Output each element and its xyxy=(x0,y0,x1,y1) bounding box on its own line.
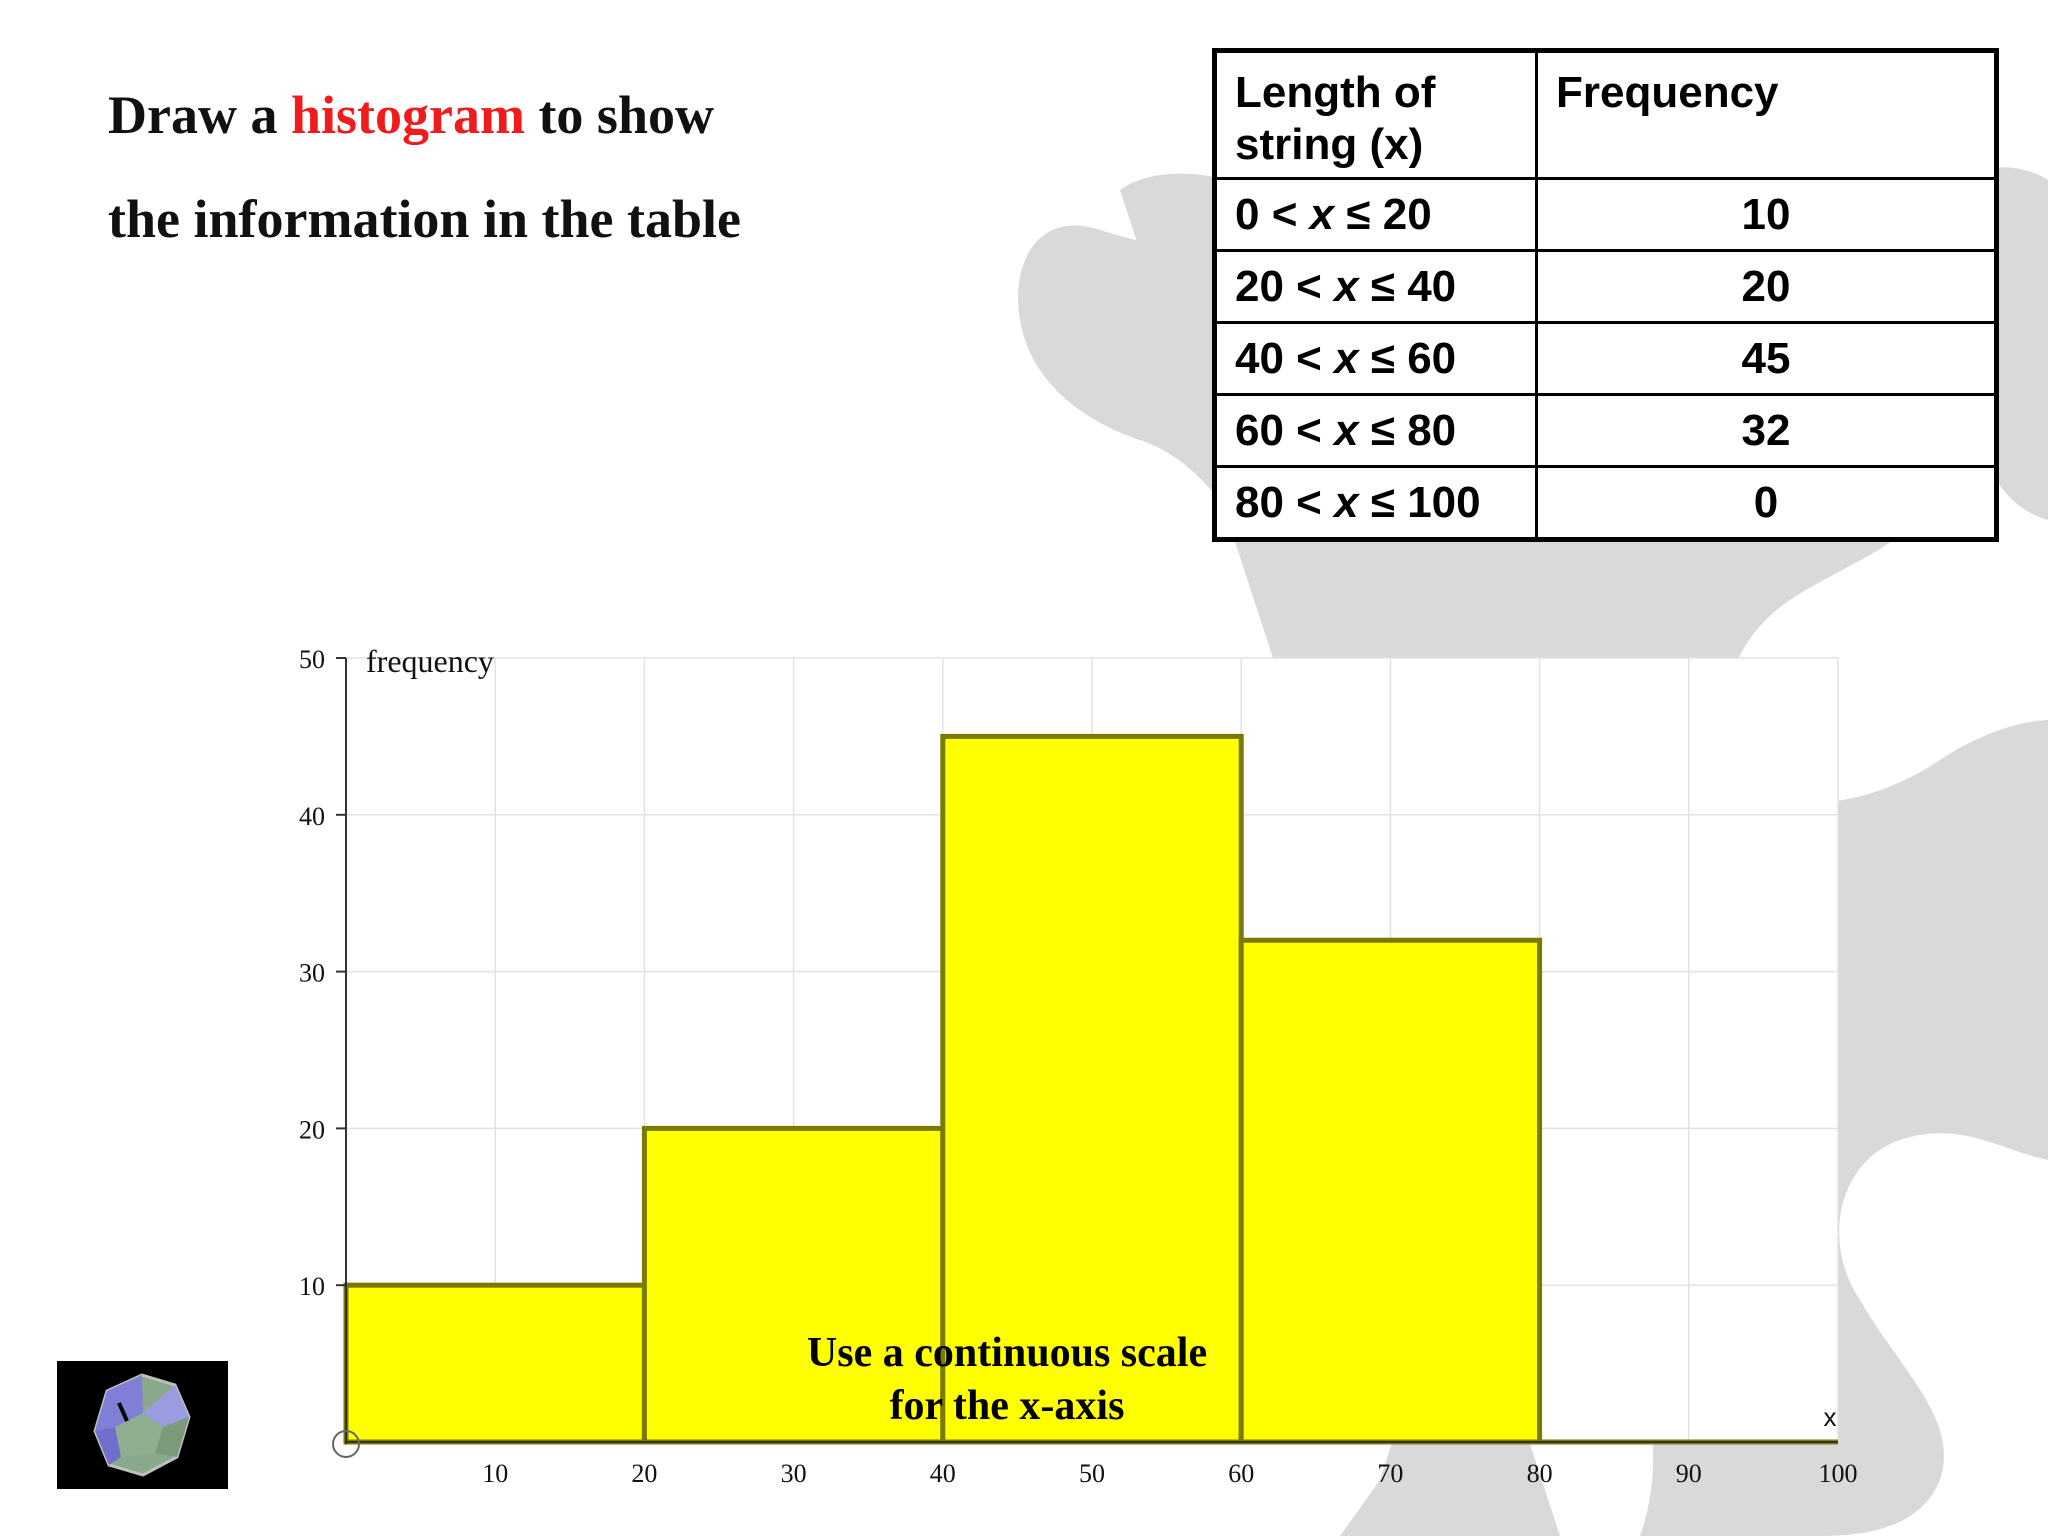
range-cell: 60 < x ≤ 80 xyxy=(1213,393,1538,468)
table-row: 40 < x ≤ 60 45 xyxy=(1213,321,1998,396)
range-cell: 40 < x ≤ 60 xyxy=(1213,321,1538,396)
y-tick-label: 30 xyxy=(299,959,325,988)
x-tick-label: 10 xyxy=(482,1459,508,1488)
chart-annotation: Use a continuous scale for the x-axis xyxy=(807,1330,1207,1429)
histogram-bar xyxy=(1238,937,1543,1445)
y-tick-label: 20 xyxy=(299,1115,325,1144)
y-tick-label: 40 xyxy=(299,802,325,831)
frequency-cell: 32 xyxy=(1535,393,1998,468)
table-row: 80 < x ≤ 100 0 xyxy=(1213,465,1998,541)
table-header-frequency: Frequency xyxy=(1535,49,1998,180)
instruction-line-1: Draw a histogram to show xyxy=(108,84,714,146)
frequency-cell: 45 xyxy=(1535,321,1998,396)
x-tick-label: 80 xyxy=(1527,1459,1553,1488)
x-tick-label: 60 xyxy=(1228,1459,1254,1488)
frequency-cell: 0 xyxy=(1535,465,1998,541)
x-tick-label: 20 xyxy=(631,1459,657,1488)
annotation-line: for the x-axis xyxy=(890,1383,1125,1429)
histogram-bar xyxy=(343,1282,647,1445)
x-tick-label: 50 xyxy=(1079,1459,1105,1488)
table-header-length: Length of string (x) xyxy=(1213,49,1538,180)
x-tick-label: 30 xyxy=(781,1459,807,1488)
table-header-row: Length of string (x) Frequency xyxy=(1213,49,1998,180)
logo xyxy=(57,1361,228,1489)
instruction-pre-text: Draw a xyxy=(108,85,291,145)
annotation-line: Use a continuous scale xyxy=(807,1330,1207,1376)
histogram-bar xyxy=(641,1125,946,1445)
instruction-post-text: to show xyxy=(524,85,714,145)
frequency-cell: 10 xyxy=(1535,177,1998,252)
range-cell: 0 < x ≤ 20 xyxy=(1213,177,1538,252)
table-row: 60 < x ≤ 80 32 xyxy=(1213,393,1998,468)
y-tick-label: 50 xyxy=(299,645,325,674)
instruction-line-2: the information in the table xyxy=(108,189,741,249)
x-tick-label: 40 xyxy=(930,1459,956,1488)
x-tick-label: 90 xyxy=(1676,1459,1702,1488)
range-cell: 80 < x ≤ 100 xyxy=(1213,465,1538,541)
table-row: 20 < x ≤ 40 20 xyxy=(1213,249,1998,324)
x-axis-label: x xyxy=(1824,1402,1837,1432)
x-tick-label: 100 xyxy=(1819,1459,1858,1488)
polyhedron-logo-icon xyxy=(93,1373,191,1477)
range-cell: 20 < x ≤ 40 xyxy=(1213,249,1538,324)
histogram-bar xyxy=(940,733,1244,1445)
frequency-table: Length of string (x) Frequency 0 < x ≤ 2… xyxy=(1212,48,1999,542)
y-tick-label: 10 xyxy=(299,1272,325,1301)
frequency-cell: 20 xyxy=(1535,249,1998,324)
y-axis-label: frequency xyxy=(366,643,494,679)
table-row: 0 < x ≤ 20 10 xyxy=(1213,177,1998,252)
highlight-word: histogram xyxy=(290,85,525,145)
origin-marker xyxy=(332,1430,360,1458)
x-tick-label: 70 xyxy=(1377,1459,1403,1488)
